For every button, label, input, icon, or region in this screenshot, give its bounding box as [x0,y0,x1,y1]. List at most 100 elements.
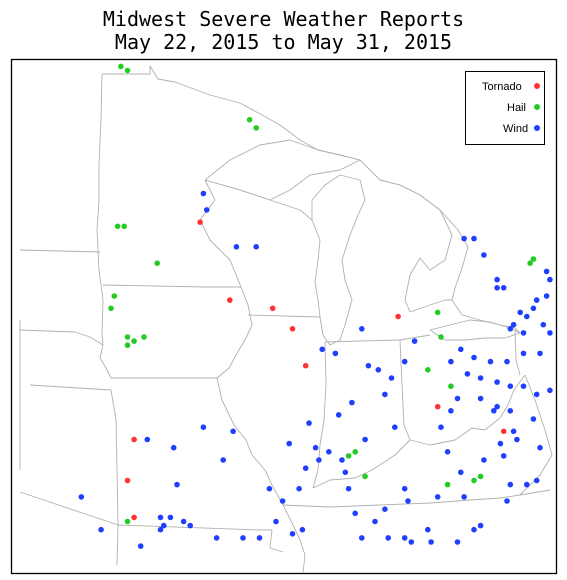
wind-report-dot [289,531,296,537]
lake-michigan [311,174,366,346]
wind-report-dot [507,383,514,390]
wind-report-dot [530,416,537,422]
wind-report-dot [200,190,207,197]
wind-report-dot [78,494,85,500]
wind-report-dot [401,535,408,541]
report-dots [78,63,553,549]
sd-ne-border [19,329,104,346]
hail-report-dot [124,67,131,74]
wind-report-dot [359,535,365,541]
hail-report-dot [118,63,124,70]
wind-report-dot [279,498,286,504]
wind-report-dot [299,526,306,533]
wind-report-dot [500,285,507,291]
hail-report-dot [141,334,147,340]
hail-report-dot [434,309,441,316]
in-oh-border [399,339,411,441]
wind-report-dot [543,268,550,275]
il-in-border [312,341,327,489]
wind-report-dot [524,481,530,488]
tornado-report-dot [434,403,441,410]
wind-report-dot [240,535,246,541]
wind-report-dot [144,436,151,443]
lake-erie [429,319,521,341]
wind-report-dot [161,522,167,529]
tornado-report-dot [302,362,309,369]
nd-sd-border [19,249,101,253]
wind-report-dot [352,510,359,517]
wind-report-dot [517,309,523,316]
wind-report-dot [253,244,259,250]
wind-report-dot [547,330,553,336]
ia-ne-border [99,344,112,379]
hail-report-dot [425,367,431,373]
wind-report-dot [471,526,477,533]
wind-report-dot [326,449,332,455]
wind-report-dot [461,494,467,500]
legend-label-tornado: Tornado [482,81,522,93]
wind-report-dot [507,481,514,488]
hail-report-dot [121,223,127,230]
legend-marker-tornado [534,83,540,89]
wind-report-dot [349,399,355,406]
wind-report-dot [411,338,418,344]
tornado-report-dot [500,428,507,435]
wind-report-dot [362,436,368,443]
wind-report-dot [448,358,454,365]
wind-report-dot [332,350,339,357]
mo-interior [116,524,119,566]
wind-report-dot [533,391,540,398]
wind-report-dot [372,518,378,525]
hail-report-dot [154,260,160,267]
ky-tn-border [282,489,551,508]
wind-report-dot [477,395,484,402]
wind-report-dot [385,535,392,541]
legend-marker-wind [534,125,540,131]
wind-report-dot [524,313,530,320]
wind-report-dot [187,522,193,529]
wind-report-dot [461,235,467,242]
wind-report-dot [497,440,504,447]
wind-report-dot [481,252,487,258]
wind-report-dot [302,465,309,472]
wind-report-dot [458,346,464,353]
wind-report-dot [220,457,226,463]
lake-huron [379,179,453,313]
legend-label-wind: Wind [503,123,528,135]
legend: Tornado Hail Wind [465,71,545,145]
wind-report-dot [405,498,411,504]
hail-report-dot [111,293,118,299]
oh-pa-border [514,329,521,376]
wind-report-dot [477,375,484,381]
wind-report-dot [530,305,537,312]
hail-report-dot [362,473,368,480]
wind-report-dot [428,539,434,545]
wind-report-dot [401,358,408,365]
hail-report-dot [477,473,484,480]
wind-report-dot [345,485,352,492]
wind-report-dot [487,358,494,365]
wind-report-dot [471,354,477,361]
hail-report-dot [246,116,253,123]
wind-report-dot [266,485,273,492]
hail-report-dot [345,453,352,459]
hail-report-dot [527,260,533,267]
tornado-report-dot [197,219,203,225]
wind-report-dot [200,424,207,431]
wind-report-dot [203,207,210,213]
tornado-report-dot [227,297,233,303]
wind-report-dot [543,293,550,299]
wind-report-dot [256,535,263,541]
wind-report-dot [464,371,471,377]
wind-report-dot [507,326,514,332]
wind-report-dot [382,506,388,512]
wind-report-dot [401,485,408,492]
boundaries [19,65,553,574]
wind-report-dot [180,518,187,525]
wind-report-dot [504,358,510,365]
hail-report-dot [108,305,114,312]
mo-ar-border [117,524,284,553]
wind-report-dot [233,244,240,250]
wind-report-dot [388,375,395,381]
wind-report-dot [359,326,365,332]
